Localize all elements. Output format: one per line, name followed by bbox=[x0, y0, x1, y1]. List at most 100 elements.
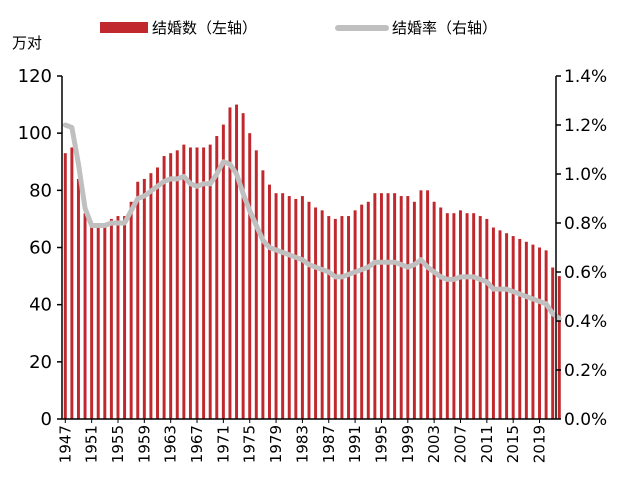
bar-1947 bbox=[63, 153, 67, 419]
bar-1951 bbox=[90, 227, 94, 419]
x-tick-label: 1983 bbox=[293, 425, 311, 463]
bar-1956 bbox=[123, 216, 127, 419]
left-axis-ticks: 0 20 40 60 80 100 120 bbox=[18, 66, 62, 430]
bar-1988 bbox=[333, 218, 337, 419]
bar-series bbox=[63, 104, 561, 420]
x-tick-label: 2011 bbox=[478, 425, 496, 463]
bar-2010 bbox=[478, 216, 482, 419]
bar-1971 bbox=[221, 124, 225, 419]
bar-1977 bbox=[261, 170, 265, 419]
bar-2017 bbox=[524, 241, 528, 419]
bar-2013 bbox=[498, 230, 502, 419]
bar-1985 bbox=[314, 207, 318, 419]
bar-1955 bbox=[116, 216, 120, 419]
bar-2001 bbox=[419, 190, 423, 419]
bar-1990 bbox=[347, 216, 350, 419]
bar-1967 bbox=[195, 147, 199, 419]
bar-1989 bbox=[340, 216, 344, 419]
x-tick-label: 1991 bbox=[346, 425, 364, 463]
bar-1986 bbox=[320, 210, 324, 419]
left-tick-label: 120 bbox=[18, 66, 52, 87]
bar-1983 bbox=[300, 196, 304, 419]
right-tick-label: 1.0% bbox=[564, 165, 607, 185]
bar-2004 bbox=[439, 207, 443, 419]
bar-2019 bbox=[538, 247, 542, 419]
x-tick-label: 1979 bbox=[267, 425, 285, 463]
bar-2009 bbox=[472, 213, 476, 419]
right-axis-ticks: 0.0% 0.2% 0.4% 0.6% 0.8% 1.0% 1.2% 1.4% bbox=[556, 67, 607, 430]
bar-1950 bbox=[83, 213, 87, 419]
bar-1970 bbox=[215, 136, 219, 419]
bar-2016 bbox=[518, 238, 522, 419]
x-tick-label: 2015 bbox=[504, 425, 522, 463]
bar-2002 bbox=[426, 190, 430, 419]
x-tick-label: 2007 bbox=[451, 425, 469, 463]
left-tick-label: 40 bbox=[29, 295, 52, 316]
bar-1952 bbox=[96, 224, 100, 419]
bar-1964 bbox=[175, 150, 179, 419]
left-tick-label: 20 bbox=[29, 352, 52, 373]
bar-1976 bbox=[254, 150, 258, 419]
bar-1981 bbox=[287, 196, 291, 419]
bar-2003 bbox=[432, 201, 436, 419]
bar-undefined bbox=[557, 276, 561, 419]
x-tick-label: 2019 bbox=[531, 425, 549, 463]
bar-2008 bbox=[465, 213, 469, 419]
bar-1975 bbox=[248, 133, 252, 420]
bar-1992 bbox=[360, 204, 364, 420]
bar-1994 bbox=[373, 193, 377, 419]
bar-1969 bbox=[208, 144, 212, 419]
bar-2011 bbox=[485, 218, 489, 419]
bar-1960 bbox=[149, 173, 153, 419]
bar-1997 bbox=[393, 193, 397, 419]
bar-1959 bbox=[142, 178, 146, 419]
bar-1961 bbox=[156, 167, 159, 419]
bar-1980 bbox=[281, 193, 285, 419]
bar-2018 bbox=[531, 244, 535, 419]
bar-1996 bbox=[386, 193, 390, 419]
left-axis-unit-label: 万对 bbox=[12, 34, 42, 52]
bar-1978 bbox=[268, 184, 271, 419]
x-tick-label: 1947 bbox=[56, 425, 74, 463]
right-tick-label: 0.6% bbox=[564, 263, 607, 283]
x-tick-label: 1999 bbox=[399, 425, 417, 463]
left-tick-label: 80 bbox=[29, 180, 52, 201]
right-tick-label: 1.2% bbox=[564, 116, 607, 136]
bar-1993 bbox=[366, 201, 370, 419]
x-tick-label: 1971 bbox=[214, 425, 232, 463]
rate-line bbox=[62, 122, 562, 322]
legend: 结婚数（左轴） 结婚率（右轴） bbox=[100, 19, 497, 37]
bar-2021 bbox=[551, 267, 555, 419]
legend-line-label: 结婚率（右轴） bbox=[392, 19, 497, 37]
bar-1998 bbox=[399, 196, 403, 419]
x-tick-label: 1987 bbox=[320, 425, 338, 463]
legend-bar-label: 结婚数（左轴） bbox=[152, 19, 257, 37]
bar-2000 bbox=[412, 201, 416, 419]
bar-1957 bbox=[129, 201, 133, 419]
right-tick-label: 0.8% bbox=[564, 214, 607, 234]
bar-2015 bbox=[511, 236, 515, 419]
right-tick-label: 1.4% bbox=[564, 67, 607, 87]
bar-1953 bbox=[103, 224, 107, 419]
bar-2006 bbox=[452, 213, 456, 419]
bar-2005 bbox=[445, 213, 449, 419]
x-axis-ticks: 1947 1951 1955 1959 1963 1967 1971 1975 1979 1983… bbox=[56, 419, 549, 463]
bar-2012 bbox=[491, 227, 495, 419]
x-tick-label: 1951 bbox=[83, 425, 101, 463]
bar-2020 bbox=[544, 250, 548, 419]
x-tick-label: 1995 bbox=[372, 425, 390, 463]
bar-1958 bbox=[136, 181, 140, 419]
bar-1991 bbox=[353, 210, 357, 419]
bar-1984 bbox=[307, 201, 311, 419]
bar-1968 bbox=[202, 147, 206, 419]
x-tick-label: 1975 bbox=[241, 425, 259, 463]
left-tick-label: 60 bbox=[29, 238, 52, 259]
bar-1973 bbox=[235, 104, 239, 419]
bar-1954 bbox=[109, 218, 113, 419]
bar-1987 bbox=[327, 216, 331, 419]
bar-2014 bbox=[505, 233, 509, 419]
bar-1995 bbox=[379, 193, 383, 419]
right-tick-label: 0.4% bbox=[564, 312, 607, 332]
x-tick-label: 1963 bbox=[162, 425, 180, 463]
